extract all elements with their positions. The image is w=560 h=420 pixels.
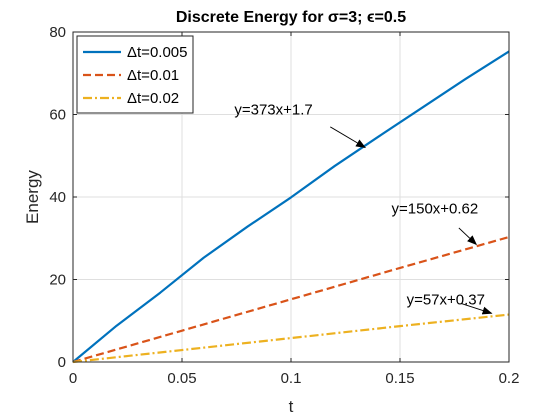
legend-label-2: Δt=0.01 [127, 67, 179, 84]
series-line-1 [72, 50, 510, 363]
annotation-text-2: y=150x+0.62 [392, 201, 479, 218]
y-tick-label: 80 [49, 24, 66, 41]
legend-label-3: Δt=0.02 [127, 90, 179, 107]
legend-label-1: Δt=0.005 [127, 44, 187, 61]
y-axis-label: Energy [23, 170, 42, 224]
series-group [72, 50, 510, 364]
y-tick-label: 60 [49, 107, 66, 124]
legend: Δt=0.005 Δt=0.01 Δt=0.02 [76, 35, 194, 114]
annotation-text-1: y=373x+1.7 [234, 102, 312, 119]
series-line-2 [72, 235, 510, 364]
x-tick-label: 0.2 [499, 370, 520, 387]
tick-marks [72, 31, 510, 363]
y-tick-label: 0 [58, 354, 66, 371]
y-tick-label: 20 [49, 272, 66, 289]
annotations: y=373x+1.7 y=150x+0.62 y=57x+0.37 [234, 102, 493, 315]
y-tick-label: 40 [49, 189, 66, 206]
annotation-arrow-3 [460, 302, 493, 315]
x-tick-label: 0 [69, 370, 77, 387]
annotation-arrow-1 [329, 126, 366, 149]
series-line-3 [72, 313, 510, 364]
x-tick-label: 0.05 [167, 370, 196, 387]
annotation-text-3: y=57x+0.37 [407, 291, 485, 308]
annotation-arrow-2 [458, 227, 478, 246]
chart-title: Discrete Energy for σ=3; ϵ=0.5 [176, 9, 406, 26]
y-tick-labels: 0 20 40 60 80 [49, 24, 66, 371]
x-tick-label: 0.15 [385, 370, 414, 387]
x-axis-label: t [289, 397, 294, 416]
x-tick-label: 0.1 [281, 370, 302, 387]
x-tick-labels: 0 0.05 0.1 0.15 0.2 [69, 370, 520, 387]
